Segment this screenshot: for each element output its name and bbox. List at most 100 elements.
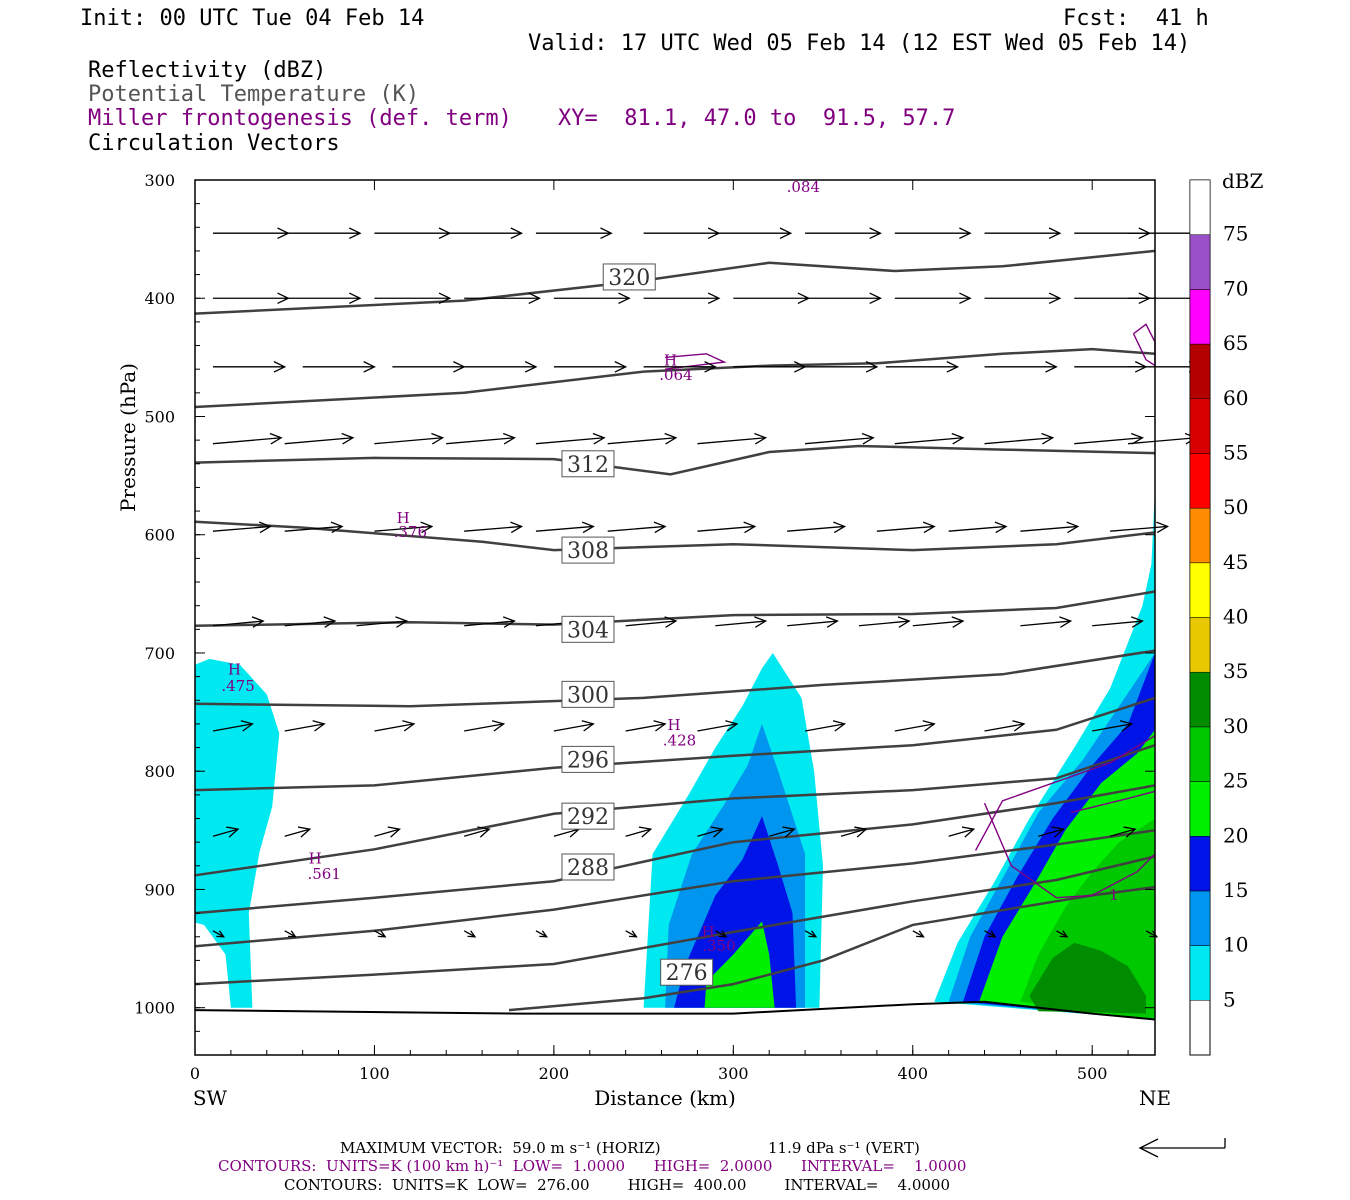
vector-7-5 bbox=[625, 826, 653, 838]
title-frontogenesis: Miller frontogenesis (def. term) bbox=[88, 106, 512, 131]
theta-label-7: 288 bbox=[567, 856, 609, 881]
vector-8-0 bbox=[212, 930, 226, 938]
vector-head bbox=[348, 292, 362, 305]
vector-2-4 bbox=[553, 361, 628, 373]
vector-head bbox=[861, 432, 875, 445]
vector-head bbox=[387, 826, 401, 838]
colorbar-label-13: 70 bbox=[1223, 276, 1248, 300]
colorbar-swatch-2 bbox=[1189, 836, 1211, 892]
vector-head bbox=[832, 720, 847, 732]
vector-head bbox=[779, 227, 793, 240]
theta-line-0 bbox=[194, 249, 1156, 315]
y-tick-label-2: 500 bbox=[144, 407, 175, 426]
vector-shaft bbox=[1038, 828, 1064, 837]
vector-head bbox=[754, 432, 768, 445]
vector-shaft bbox=[446, 437, 515, 445]
vector-head bbox=[707, 292, 721, 305]
vector-6-6 bbox=[697, 720, 739, 732]
vector-shaft bbox=[1020, 620, 1071, 627]
vector-shaft bbox=[356, 620, 407, 627]
theta-contour-note: CONTOURS: UNITS=K LOW= 276.00 HIGH= 400.… bbox=[284, 1176, 950, 1194]
fronto-label-2: .064 bbox=[659, 366, 692, 384]
vector-head bbox=[524, 361, 538, 373]
vector-head bbox=[916, 930, 925, 938]
theta-line-6 bbox=[194, 696, 1156, 792]
fronto-label-3: H bbox=[397, 509, 410, 527]
vector-head bbox=[438, 292, 452, 305]
y-tick-label-5: 800 bbox=[144, 762, 175, 781]
colorbar-swatch-9 bbox=[1189, 453, 1211, 509]
vector-head bbox=[653, 720, 667, 732]
x-axis-title: Distance (km) bbox=[594, 1086, 736, 1110]
fronto-label-1: H bbox=[664, 352, 677, 370]
vector-shaft bbox=[464, 723, 504, 732]
vector-head bbox=[592, 432, 606, 445]
vector-shaft bbox=[876, 525, 935, 532]
vector-shaft bbox=[697, 525, 755, 532]
vector-shaft bbox=[1092, 723, 1132, 732]
vector-7-1 bbox=[284, 826, 312, 838]
fronto-label-11: H bbox=[702, 923, 715, 941]
vector-head bbox=[420, 521, 434, 534]
vector-6-3 bbox=[464, 720, 506, 732]
vector-shaft bbox=[625, 620, 676, 627]
vector-shaft bbox=[1020, 525, 1078, 532]
vector-head bbox=[581, 720, 595, 732]
vector-head bbox=[269, 432, 283, 445]
vector-shaft bbox=[284, 437, 353, 445]
vector-head bbox=[539, 930, 549, 938]
reflectivity-area-10 bbox=[1029, 942, 1146, 1014]
vector-shaft bbox=[894, 437, 964, 445]
vector-5-11 bbox=[1092, 616, 1144, 628]
colorbar-label-10: 55 bbox=[1223, 440, 1248, 464]
vector-0-7 bbox=[805, 227, 882, 240]
circulation-vectors bbox=[212, 227, 1205, 938]
frontogenesis-contours bbox=[665, 323, 1156, 899]
plot-frame bbox=[194, 179, 1156, 1056]
vector-4-3 bbox=[464, 521, 524, 534]
vector-3-8 bbox=[894, 432, 965, 445]
vector-shaft bbox=[894, 723, 935, 732]
vector-5-1 bbox=[284, 616, 337, 628]
x-tick-label-5: 500 bbox=[1077, 1064, 1108, 1083]
vector-head bbox=[754, 616, 768, 628]
vector-shaft bbox=[553, 828, 580, 837]
theta-line-7 bbox=[194, 744, 1156, 877]
vector-head bbox=[808, 930, 818, 938]
vector-head bbox=[782, 826, 796, 838]
vector-1-1 bbox=[284, 292, 362, 305]
vector-shaft bbox=[212, 723, 253, 732]
vector-head bbox=[1130, 616, 1144, 628]
colorbar-swatch-12 bbox=[1189, 289, 1211, 345]
colorbar-swatch-0 bbox=[1189, 945, 1211, 1001]
vector-head bbox=[1123, 826, 1137, 838]
vector-shaft bbox=[1055, 930, 1068, 938]
vector-shaft bbox=[212, 437, 282, 445]
vector-shaft bbox=[805, 437, 874, 445]
fronto-label-8: .428 bbox=[663, 731, 696, 749]
vector-3-5 bbox=[607, 432, 678, 445]
vector-shaft bbox=[284, 723, 325, 732]
ground-line bbox=[194, 1000, 1156, 1021]
theta-label-box-1 bbox=[561, 450, 615, 478]
colorbar-top-swatch bbox=[1189, 179, 1211, 235]
vector-head bbox=[323, 616, 337, 628]
theta-label-6: 292 bbox=[567, 805, 609, 830]
colorbar-swatch-3 bbox=[1189, 781, 1211, 837]
vector-head bbox=[216, 930, 226, 938]
vector-0-6 bbox=[715, 227, 793, 240]
vector-head bbox=[251, 616, 265, 628]
vector-shaft bbox=[535, 525, 594, 532]
colorbar-swatch-11 bbox=[1189, 343, 1211, 399]
colorbar-swatch-5 bbox=[1189, 671, 1211, 728]
vector-shaft bbox=[858, 620, 910, 627]
theta-line-4 bbox=[194, 590, 1156, 628]
y-tick-label-7: 1000 bbox=[134, 999, 175, 1018]
vector-5-9 bbox=[912, 616, 965, 628]
vector-1-5 bbox=[643, 292, 721, 305]
vector-shaft bbox=[1128, 437, 1197, 445]
vector-head bbox=[987, 930, 997, 938]
vector-shaft bbox=[787, 620, 838, 627]
vector-0-4 bbox=[535, 227, 613, 240]
vector-shaft bbox=[787, 525, 845, 532]
